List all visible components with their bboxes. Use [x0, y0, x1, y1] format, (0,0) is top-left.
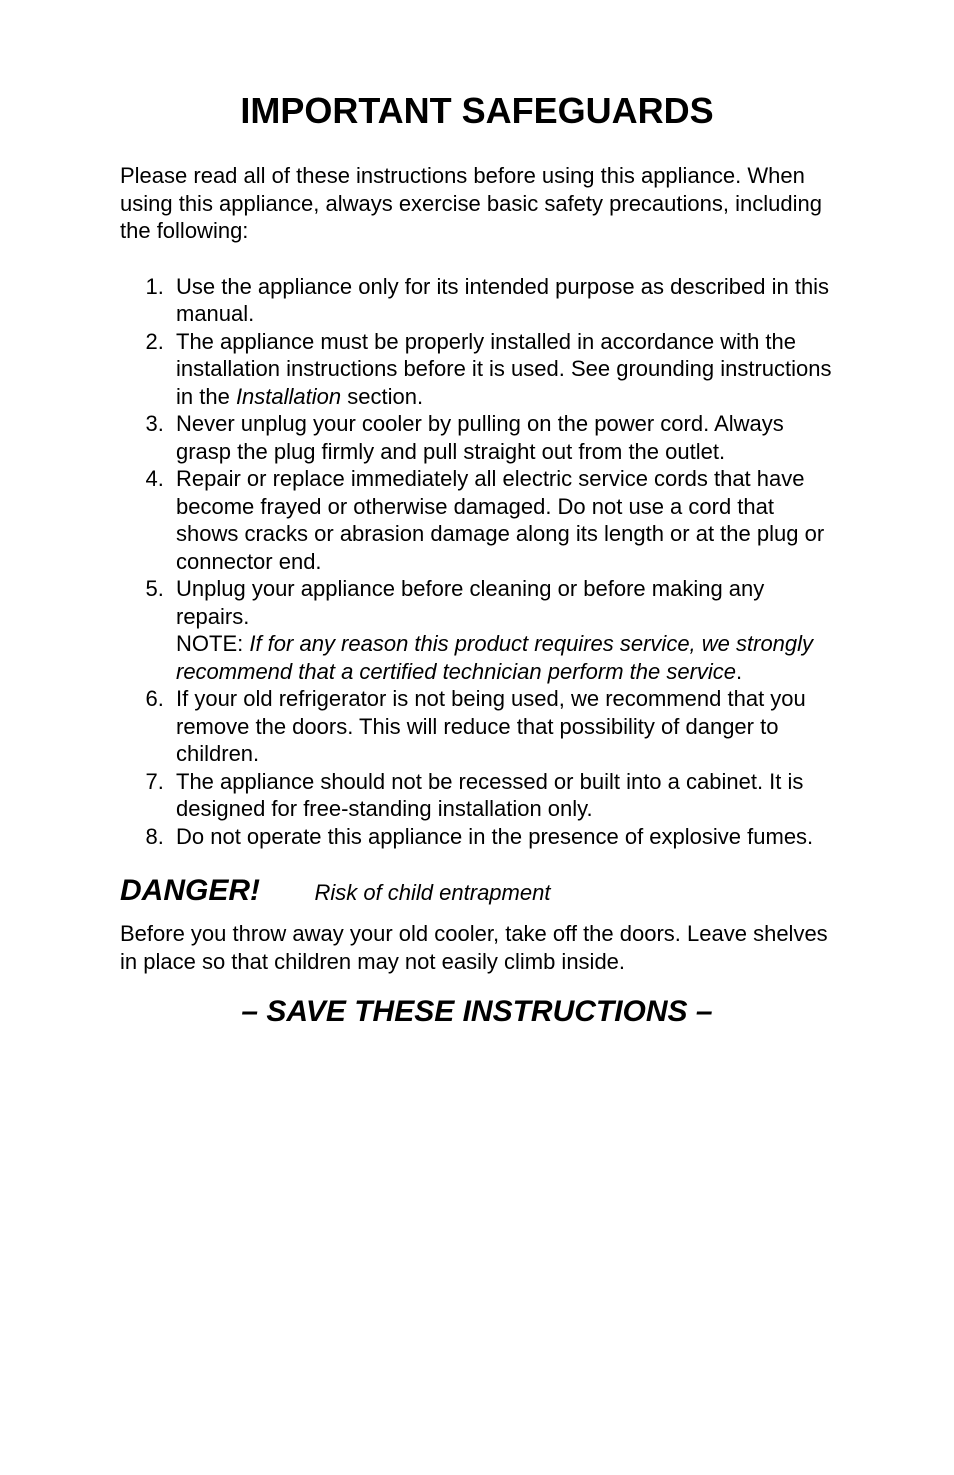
item-text-tail: section. — [341, 384, 423, 409]
list-item: Do not operate this appliance in the pre… — [170, 823, 834, 851]
list-item: The appliance should not be recessed or … — [170, 768, 834, 823]
danger-label: DANGER! — [120, 874, 260, 908]
list-item: Never unplug your cooler by pulling on t… — [170, 410, 834, 465]
save-instructions: – SAVE THESE INSTRUCTIONS – — [120, 995, 834, 1029]
danger-subtitle: Risk of child entrapment — [314, 880, 550, 906]
item-text: Unplug your appliance before cleaning or… — [176, 576, 764, 629]
list-item: Use the appliance only for its intended … — [170, 273, 834, 328]
danger-heading: DANGER! Risk of child entrapment — [120, 874, 834, 908]
item-text: Repair or replace immediately all electr… — [176, 466, 824, 574]
note-label: NOTE: — [176, 631, 249, 656]
list-item: If your old refrigerator is not being us… — [170, 685, 834, 768]
list-item: Repair or replace immediately all electr… — [170, 465, 834, 575]
item-note: NOTE: If for any reason this product req… — [176, 630, 834, 685]
note-tail: . — [736, 659, 742, 684]
item-text: Never unplug your cooler by pulling on t… — [176, 411, 784, 464]
list-item: Unplug your appliance before cleaning or… — [170, 575, 834, 685]
item-italic: Installation — [236, 384, 341, 409]
intro-paragraph: Please read all of these instructions be… — [120, 162, 834, 245]
safeguard-list: Use the appliance only for its intended … — [120, 273, 834, 851]
item-text: If your old refrigerator is not being us… — [176, 686, 806, 766]
item-text: The appliance should not be recessed or … — [176, 769, 803, 822]
item-text: Do not operate this appliance in the pre… — [176, 824, 813, 849]
document-page: IMPORTANT SAFEGUARDS Please read all of … — [0, 0, 954, 1475]
page-title: IMPORTANT SAFEGUARDS — [120, 90, 834, 132]
list-item: The appliance must be properly installed… — [170, 328, 834, 411]
note-italic: If for any reason this product requires … — [176, 631, 813, 684]
item-text: Use the appliance only for its intended … — [176, 274, 829, 327]
danger-body: Before you throw away your old cooler, t… — [120, 920, 834, 975]
